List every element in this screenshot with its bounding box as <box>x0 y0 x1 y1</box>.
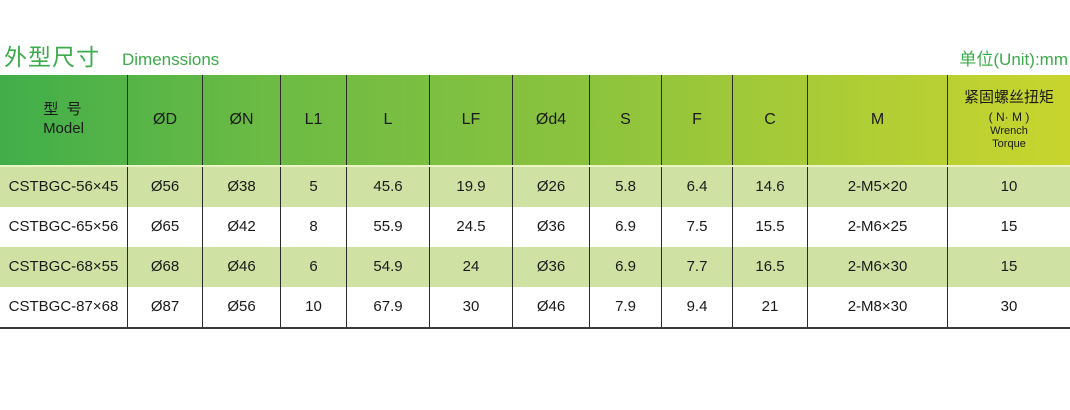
table-row: CSTBGC-68×55 Ø68 Ø46 6 54.9 24 Ø36 6.9 7… <box>0 247 1070 287</box>
cell-f: 7.5 <box>662 207 733 247</box>
cell-od: Ø65 <box>128 207 203 247</box>
cell-l: 55.9 <box>347 207 430 247</box>
cell-l1: 5 <box>281 167 347 207</box>
cell-m: 2-M6×25 <box>808 207 948 247</box>
header-cell-l1: L1 <box>281 75 347 165</box>
page-title-en: Dimenssions <box>122 50 220 69</box>
unit-label: 单位(Unit):mm <box>959 50 1068 69</box>
cell-od: Ø56 <box>128 167 203 207</box>
cell-lf: 24.5 <box>430 207 513 247</box>
dimensions-table: 型 号 Model ØD ØN L1 L LF Ød4 S F C M 紧固螺丝… <box>0 75 1070 329</box>
cell-l: 45.6 <box>347 167 430 207</box>
header-torque-en-line2: Torque <box>992 137 1026 150</box>
cell-lf: 19.9 <box>430 167 513 207</box>
header-cell-od: ØD <box>128 75 203 165</box>
title-bar: 外型尺寸 Dimenssions 单位(Unit):mm <box>4 38 1068 72</box>
header-model-en: Model <box>43 120 84 137</box>
cell-od4: Ø26 <box>513 167 590 207</box>
cell-on: Ø46 <box>203 247 281 287</box>
cell-l: 54.9 <box>347 247 430 287</box>
table-row: CSTBGC-56×45 Ø56 Ø38 5 45.6 19.9 Ø26 5.8… <box>0 167 1070 207</box>
cell-f: 6.4 <box>662 167 733 207</box>
cell-s: 6.9 <box>590 207 662 247</box>
cell-od4: Ø46 <box>513 287 590 327</box>
cell-l1: 10 <box>281 287 347 327</box>
cell-s: 6.9 <box>590 247 662 287</box>
cell-model: CSTBGC-87×68 <box>0 287 128 327</box>
cell-model: CSTBGC-68×55 <box>0 247 128 287</box>
cell-on: Ø42 <box>203 207 281 247</box>
cell-model: CSTBGC-65×56 <box>0 207 128 247</box>
cell-c: 15.5 <box>733 207 808 247</box>
header-cell-torque: 紧固螺丝扭矩 ( N· M ) Wrench Torque <box>948 75 1070 165</box>
cell-od4: Ø36 <box>513 247 590 287</box>
header-cell-on: ØN <box>203 75 281 165</box>
cell-c: 21 <box>733 287 808 327</box>
cell-od4: Ø36 <box>513 207 590 247</box>
cell-model: CSTBGC-56×45 <box>0 167 128 207</box>
header-cell-lf: LF <box>430 75 513 165</box>
cell-on: Ø56 <box>203 287 281 327</box>
table-row: CSTBGC-65×56 Ø65 Ø42 8 55.9 24.5 Ø36 6.9… <box>0 207 1070 247</box>
cell-s: 5.8 <box>590 167 662 207</box>
header-cell-od4: Ød4 <box>513 75 590 165</box>
header-cell-m: M <box>808 75 948 165</box>
cell-torque: 15 <box>1000 257 1018 275</box>
cell-m: 2-M8×30 <box>808 287 948 327</box>
header-cell-s: S <box>590 75 662 165</box>
cell-c: 14.6 <box>733 167 808 207</box>
header-torque-zh: 紧固螺丝扭矩 <box>963 89 1054 107</box>
cell-od: Ø68 <box>128 247 203 287</box>
cell-l1: 6 <box>281 247 347 287</box>
cell-m: 2-M5×20 <box>808 167 948 207</box>
cell-torque: 15 <box>1000 217 1018 235</box>
header-row: 型 号 Model ØD ØN L1 L LF Ød4 S F C M 紧固螺丝… <box>0 75 1070 167</box>
cell-l: 67.9 <box>347 287 430 327</box>
cell-lf: 24 <box>430 247 513 287</box>
cell-l1: 8 <box>281 207 347 247</box>
cell-lf: 30 <box>430 287 513 327</box>
cell-c: 16.5 <box>733 247 808 287</box>
header-torque-unit: ( N· M ) <box>988 110 1030 125</box>
cell-f: 7.7 <box>662 247 733 287</box>
cell-torque: 10 <box>1000 177 1018 195</box>
cell-od: Ø87 <box>128 287 203 327</box>
cell-m: 2-M6×30 <box>808 247 948 287</box>
cell-torque: 30 <box>1000 297 1018 315</box>
cell-f: 9.4 <box>662 287 733 327</box>
cell-on: Ø38 <box>203 167 281 207</box>
page-title-zh: 外型尺寸 <box>4 44 100 70</box>
header-cell-l: L <box>347 75 430 165</box>
cell-s: 7.9 <box>590 287 662 327</box>
table-row: CSTBGC-87×68 Ø87 Ø56 10 67.9 30 Ø46 7.9 … <box>0 287 1070 327</box>
header-cell-model: 型 号 Model <box>0 75 128 165</box>
header-model-zh: 型 号 <box>43 101 84 119</box>
header-cell-f: F <box>662 75 733 165</box>
header-cell-c: C <box>733 75 808 165</box>
header-torque-en-line1: Wrench <box>990 125 1028 138</box>
